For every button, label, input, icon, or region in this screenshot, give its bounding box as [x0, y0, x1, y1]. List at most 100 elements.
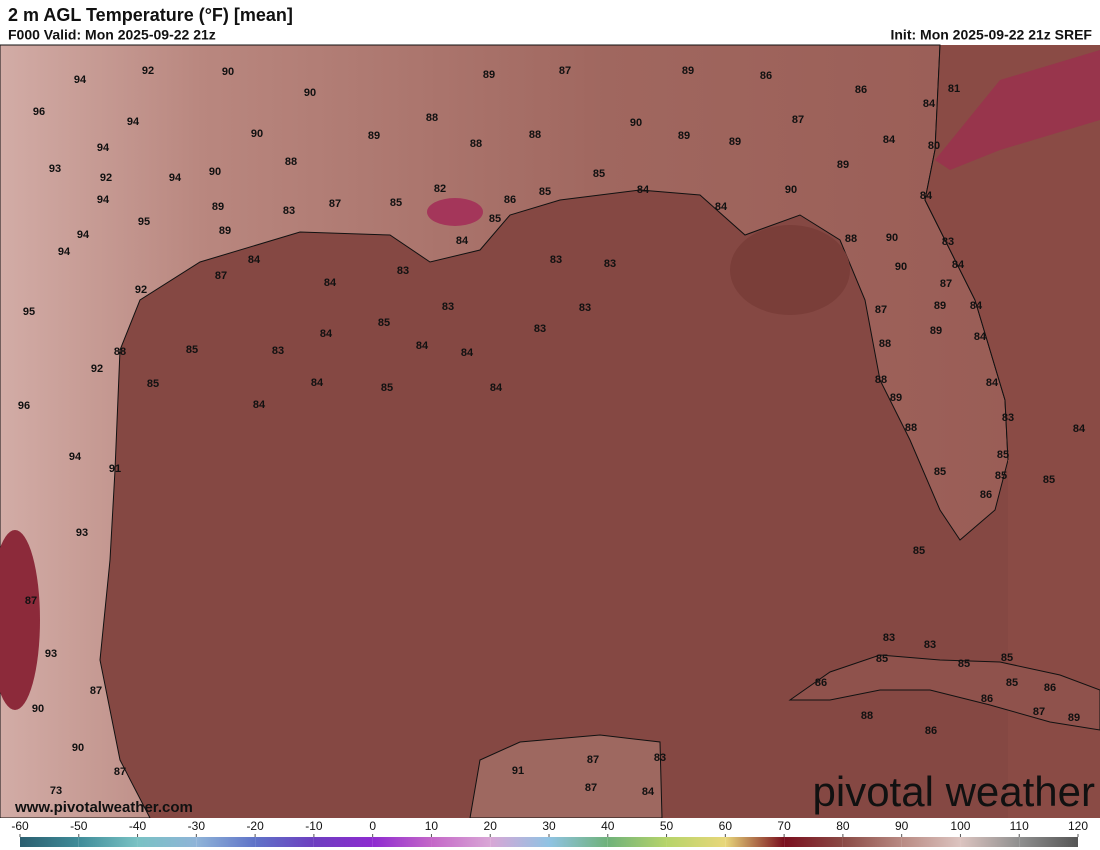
colorbar-segment	[20, 837, 79, 847]
station-value: 94	[97, 194, 110, 206]
colorbar-segment	[431, 837, 491, 847]
station-value: 84	[416, 340, 429, 352]
colorbar-segment	[137, 837, 197, 847]
station-value: 90	[209, 166, 221, 178]
colorbar-tick-label: 110	[1010, 819, 1029, 833]
station-value: 85	[489, 213, 501, 225]
station-value: 90	[630, 117, 642, 129]
colorbar-tick-label: 20	[484, 819, 498, 833]
station-value: 83	[579, 302, 591, 314]
station-value: 89	[934, 300, 946, 312]
station-value: 87	[585, 782, 597, 794]
colorbar-segment	[255, 837, 314, 847]
station-value: 85	[1043, 474, 1055, 486]
colorbar-segment	[78, 837, 138, 847]
station-value: 87	[559, 65, 571, 77]
station-value: 86	[760, 70, 772, 82]
station-value: 83	[604, 258, 616, 270]
station-value: 90	[304, 87, 316, 99]
atlantic	[925, 45, 1100, 818]
station-value: 80	[928, 140, 940, 152]
station-value: 88	[470, 138, 482, 150]
colorbar-tick-label: 70	[777, 819, 791, 833]
station-value: 81	[948, 83, 960, 95]
station-value: 93	[76, 527, 88, 539]
warm-patch	[427, 198, 483, 226]
station-value: 88	[861, 710, 873, 722]
station-value: 85	[1001, 652, 1013, 664]
colorbar-segment	[725, 837, 785, 847]
colorbar-tick-label: 40	[601, 819, 615, 833]
station-value: 92	[142, 65, 154, 77]
colorbar-segment	[313, 837, 373, 847]
station-value: 84	[883, 134, 896, 146]
station-value: 89	[678, 130, 690, 142]
colorbar-segment	[607, 837, 667, 847]
station-value: 94	[69, 451, 82, 463]
station-value: 83	[654, 752, 666, 764]
station-value: 83	[924, 639, 936, 651]
station-value: 84	[952, 259, 965, 271]
station-value: 88	[529, 129, 541, 141]
colorbar-segment	[490, 837, 549, 847]
station-value: 87	[940, 278, 952, 290]
station-value: 90	[222, 66, 234, 78]
station-value: 83	[1002, 412, 1014, 424]
station-value: 83	[397, 265, 409, 277]
station-value: 85	[913, 545, 925, 557]
station-value: 84	[490, 382, 503, 394]
init-time: Init: Mon 2025-09-22 21z SREF	[890, 27, 1092, 43]
station-value: 87	[1033, 706, 1045, 718]
station-value: 94	[58, 246, 71, 258]
station-value: 92	[100, 172, 112, 184]
colorbar-tick-label: -40	[129, 819, 147, 833]
station-value: 85	[381, 382, 393, 394]
watermark-logo: pivotal weather	[813, 768, 1096, 815]
station-value: 88	[426, 112, 438, 124]
station-value: 92	[135, 284, 147, 296]
station-value: 89	[890, 392, 902, 404]
station-value: 84	[715, 201, 728, 213]
station-value: 83	[442, 301, 454, 313]
station-value: 94	[77, 229, 90, 241]
station-value: 87	[25, 595, 37, 607]
colorbar-segment	[842, 837, 902, 847]
station-value: 96	[18, 400, 30, 412]
station-value: 83	[883, 632, 895, 644]
station-value: 85	[958, 658, 970, 670]
station-value: 87	[875, 304, 887, 316]
station-value: 84	[642, 786, 655, 798]
colorbar-tick-label: 30	[542, 819, 556, 833]
station-value: 94	[74, 74, 87, 86]
station-value: 85	[593, 168, 605, 180]
station-value: 93	[45, 648, 57, 660]
station-value: 91	[109, 463, 121, 475]
station-value: 84	[311, 377, 324, 389]
station-value: 84	[986, 377, 999, 389]
station-value: 93	[49, 163, 61, 175]
colorbar-segment	[784, 837, 843, 847]
station-value: 84	[320, 328, 333, 340]
warm-patch	[935, 50, 1100, 170]
watermark-url: www.pivotalweather.com	[14, 799, 193, 816]
colorbar-tick-label: 50	[660, 819, 674, 833]
station-value: 90	[785, 184, 797, 196]
station-value: 85	[147, 378, 159, 390]
colorbar-tick-label: -30	[188, 819, 206, 833]
station-value: 90	[32, 703, 44, 715]
station-value: 87	[114, 766, 126, 778]
station-value: 84	[324, 277, 337, 289]
colorbar-segment	[372, 837, 432, 847]
station-value: 85	[876, 653, 888, 665]
station-value: 85	[934, 466, 946, 478]
colorbar-segment	[549, 837, 608, 847]
station-value: 94	[169, 172, 182, 184]
station-value: 84	[920, 190, 933, 202]
station-value: 85	[539, 186, 551, 198]
station-value: 83	[942, 236, 954, 248]
station-value: 86	[980, 489, 992, 501]
station-value: 88	[845, 233, 857, 245]
station-value: 86	[504, 194, 516, 206]
station-value: 84	[974, 331, 987, 343]
station-value: 83	[283, 205, 295, 217]
